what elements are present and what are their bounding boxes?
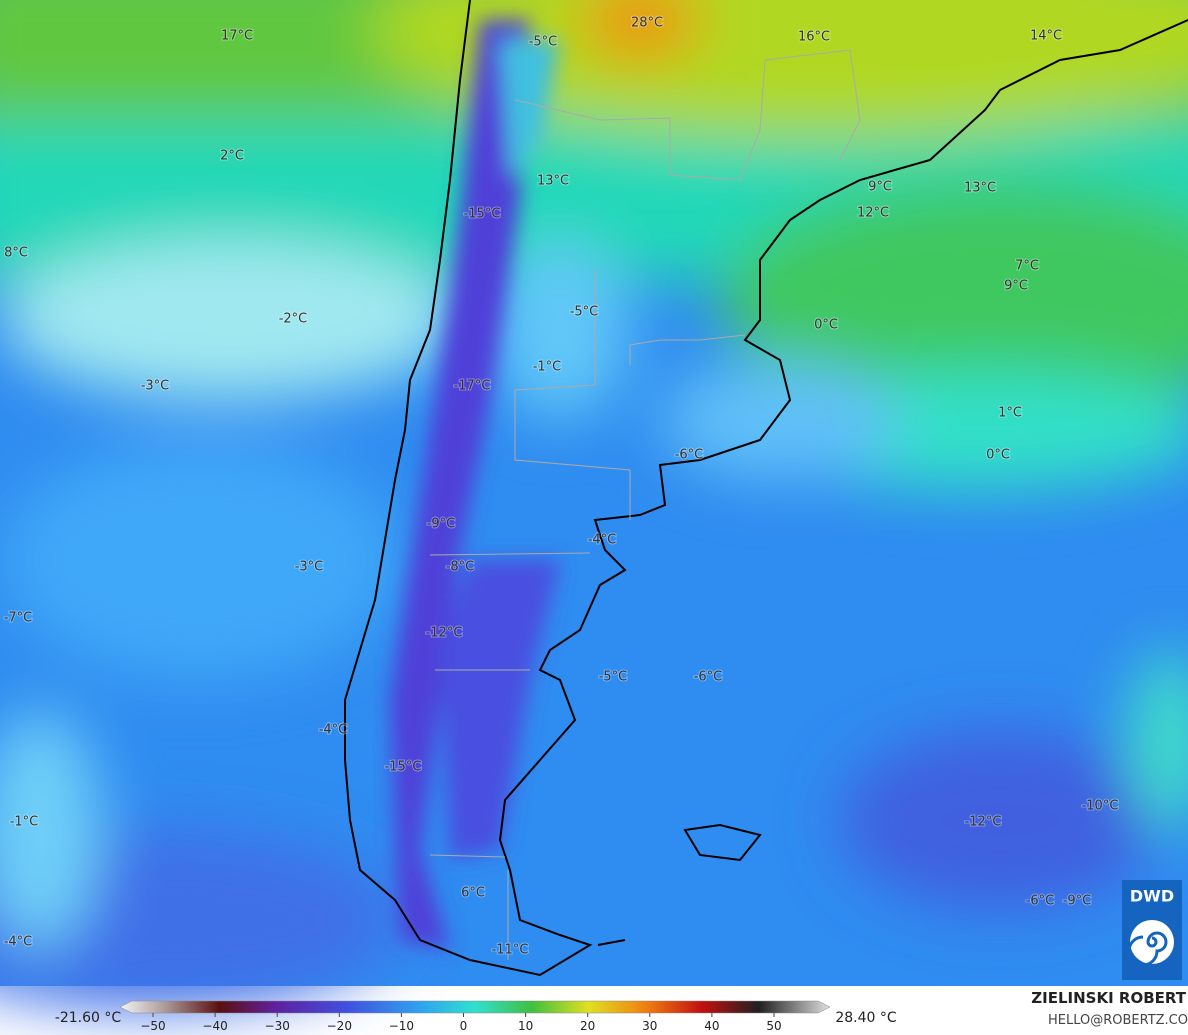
colorbar-min: -21.60 °C [55,1010,122,1026]
temperature-label: -11°C [492,943,529,958]
temperature-label: -6°C [694,670,723,685]
author: ZIELINSKI ROBERT [1031,989,1186,1007]
temperature-field [0,0,1188,1010]
colorbar-tick-label: 40 [704,1019,719,1033]
temperature-label: 0°C [814,318,838,333]
colorbar-tick-label: 0 [460,1019,468,1033]
colorbar-tick-label: −10 [389,1019,414,1033]
temperature-label: -7°C [4,611,33,626]
temperature-label: -5°C [599,670,628,685]
temperature-label: -6°C [1026,894,1055,909]
temperature-label: 6°C [461,886,485,901]
temperature-label: -9°C [427,517,456,532]
temperature-label: -6°C [675,448,704,463]
temperature-label: 12°C [857,206,889,221]
temperature-label: -4°C [588,533,617,548]
contact: HELLO@ROBERTZ.CO [1048,1013,1188,1028]
colorbar-tick-label: −30 [265,1019,290,1033]
temperature-label: 28°C [631,16,663,31]
temperature-label: 13°C [537,174,569,189]
temperature-label: -8°C [446,560,475,575]
temperature-label: 16°C [798,30,830,45]
colorbar-tick-label: 10 [518,1019,533,1033]
temperature-label: -3°C [295,560,324,575]
colorbar: -21.60 °C 28.40 °C −50 −40 −30 −20 −10 0 10 20 3… [55,1000,897,1033]
borders [429,49,861,960]
temperature-label: -12°C [426,626,463,641]
coastlines [344,0,1188,977]
temperature-label: -9°C [1063,894,1092,909]
colorbar-tick-label: 50 [766,1019,781,1033]
temperature-label: -1°C [533,360,562,375]
temperature-label: -12°C [965,815,1002,830]
temperature-label: 1°C [998,406,1022,421]
colorbar-max: 28.40 °C [835,1010,897,1026]
temperature-label: -4°C [4,935,33,950]
logo-text: DWD [1130,887,1174,906]
colorbar-tick-label: 30 [642,1019,657,1033]
temperature-label: -15°C [385,760,422,775]
temperature-label: -1°C [10,815,39,830]
temperature-label: 2°C [220,149,244,164]
logo: DWD [1122,880,1182,980]
temperature-label: 8°C [4,246,28,261]
colorbar-tick-label: −40 [202,1019,227,1033]
temperature-label: 9°C [1004,279,1028,294]
temperature-label: 9°C [868,180,892,195]
temperature-label: 14°C [1030,29,1062,44]
temperature-label: 17°C [221,29,253,44]
temperature-label: -3°C [141,379,170,394]
colorbar-tick-label: 20 [580,1019,595,1033]
temperature-label: -2°C [279,312,308,327]
temperature-label: 7°C [1015,259,1039,274]
temperature-label: -17°C [454,379,491,394]
temperature-label: -4°C [319,723,348,738]
temperature-label: 13°C [964,181,996,196]
temperature-labels: 17°C 28°C 16°C 14°C -5°C 2°C 13°C 9°C 13°C 12°C -1… [3,15,1120,959]
temperature-label: -5°C [570,305,599,320]
temperature-label: -5°C [529,35,558,50]
colorbar-tick-label: −50 [140,1019,165,1033]
temperature-label: -10°C [1082,799,1119,814]
temperature-label: 0°C [986,448,1010,463]
colorbar-tick-label: −20 [327,1019,352,1033]
temperature-label: -15°C [464,207,501,222]
